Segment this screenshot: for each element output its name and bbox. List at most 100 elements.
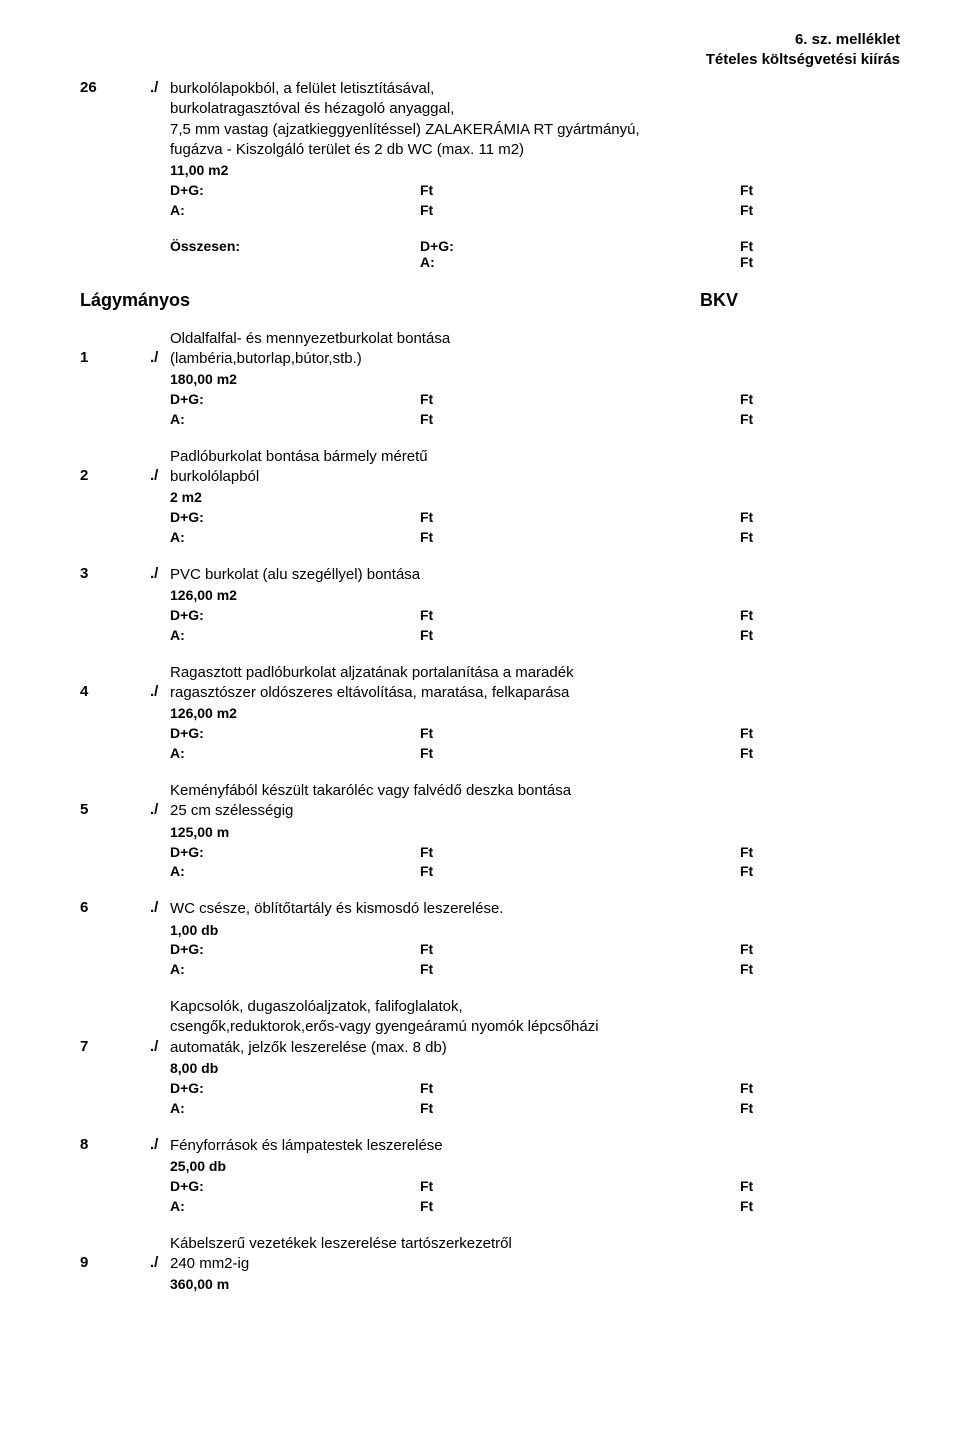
item-number: 5 [80, 801, 150, 818]
item-row: fugázva - Kiszolgáló terület és 2 db WC … [80, 140, 900, 160]
a-ft1: Ft [420, 1099, 740, 1118]
dg-ft1: Ft [420, 724, 740, 743]
a-label: A: [170, 528, 420, 547]
summary-dg-label: D+G: [420, 238, 740, 254]
dg-ft1: Ft [420, 940, 740, 959]
item-description: 240 mm2-ig [170, 1254, 900, 1274]
a-row: A: Ft Ft [170, 1099, 900, 1118]
item-slash: ./ [150, 565, 170, 582]
item-number: 3 [80, 565, 150, 582]
dg-row: D+G: Ft Ft [170, 390, 900, 409]
dg-ft2: Ft [740, 181, 753, 200]
a-label: A: [170, 960, 420, 979]
a-ft1: Ft [420, 1197, 740, 1216]
item-qty: 11,00 m2 [170, 161, 900, 180]
item-description: Padlóburkolat bontása bármely méretű [170, 447, 900, 467]
item-row: Keményfából készült takaróléc vagy falvé… [80, 781, 900, 801]
a-row: A: Ft Ft [170, 410, 900, 429]
dg-label: D+G: [170, 843, 420, 862]
dg-row: D+G: Ft Ft [170, 940, 900, 959]
list-item: Padlóburkolat bontása bármely méretű 2 .… [80, 447, 900, 547]
section-header: Lágymányos BKV [80, 290, 900, 311]
dg-label: D+G: [170, 940, 420, 959]
item-description: ragasztószer oldószeres eltávolítása, ma… [170, 683, 900, 703]
dg-ft2: Ft [740, 940, 753, 959]
a-ft2: Ft [740, 1197, 753, 1216]
list-item: Oldalfalfal- és mennyezetburkolat bontás… [80, 329, 900, 429]
dg-label: D+G: [170, 390, 420, 409]
summary-a-label: A: [420, 254, 740, 270]
list-item: 26 ./ burkolólapokból, a felület letiszt… [80, 79, 900, 220]
a-ft2: Ft [740, 862, 753, 881]
section-title-right: BKV [700, 290, 900, 311]
item-tail: 125,00 m D+G: Ft Ft A: Ft Ft [80, 822, 900, 882]
item-description: Kapcsolók, dugaszolóaljzatok, falifoglal… [170, 997, 900, 1017]
item-slash: ./ [150, 1136, 170, 1153]
item-number: 26 [80, 79, 150, 96]
a-row: A: Ft Ft [170, 1197, 900, 1216]
dg-ft1: Ft [420, 390, 740, 409]
a-row: A: Ft Ft [170, 528, 900, 547]
summary-a-ft: Ft [740, 254, 753, 270]
dg-row: D+G: Ft Ft [170, 181, 900, 200]
item-row: Ragasztott padlóburkolat aljzatának port… [80, 663, 900, 683]
page-header: 6. sz. melléklet Tételes költségvetési k… [80, 30, 900, 69]
dg-row: D+G: Ft Ft [170, 1079, 900, 1098]
item-row: 8 ./ Fényforrások és lámpatestek leszere… [80, 1136, 900, 1156]
section-title-left: Lágymányos [80, 290, 700, 311]
item-description: Keményfából készült takaróléc vagy falvé… [170, 781, 900, 801]
item-description: (lambéria,butorlap,bútor,stb.) [170, 349, 900, 369]
a-ft2: Ft [740, 960, 753, 979]
item-description: csengők,reduktorok,erős-vagy gyengeáramú… [170, 1017, 900, 1037]
item-slash: ./ [150, 1038, 170, 1055]
a-label: A: [170, 626, 420, 645]
header-line1: 6. sz. melléklet [80, 30, 900, 50]
dg-ft2: Ft [740, 390, 753, 409]
item-qty: 1,00 db [170, 921, 900, 940]
dg-label: D+G: [170, 508, 420, 527]
item-qty: 2 m2 [170, 488, 900, 507]
item-row: 5 ./ 25 cm szélességig [80, 801, 900, 821]
item-row: Kapcsolók, dugaszolóaljzatok, falifoglal… [80, 997, 900, 1017]
item-description: Fényforrások és lámpatestek leszerelése [170, 1136, 900, 1156]
a-ft2: Ft [740, 626, 753, 645]
item-qty: 25,00 db [170, 1157, 900, 1176]
header-line2: Tételes költségvetési kiírás [80, 50, 900, 70]
item-tail: 1,00 db D+G: Ft Ft A: Ft Ft [80, 920, 900, 980]
item-description: PVC burkolat (alu szegéllyel) bontása [170, 565, 900, 585]
summary-block: Összesen: D+G: Ft A: Ft [80, 238, 900, 270]
dg-ft1: Ft [420, 606, 740, 625]
a-label: A: [170, 1197, 420, 1216]
item-row: 26 ./ burkolólapokból, a felület letiszt… [80, 79, 900, 99]
dg-ft2: Ft [740, 843, 753, 862]
item-description: 25 cm szélességig [170, 801, 900, 821]
item-row: Oldalfalfal- és mennyezetburkolat bontás… [80, 329, 900, 349]
item-slash: ./ [150, 899, 170, 916]
a-row: A: Ft Ft [170, 744, 900, 763]
a-row: A: Ft Ft [170, 626, 900, 645]
list-item: Ragasztott padlóburkolat aljzatának port… [80, 663, 900, 763]
a-ft1: Ft [420, 744, 740, 763]
dg-ft2: Ft [740, 724, 753, 743]
item-slash: ./ [150, 801, 170, 818]
item-description: Kábelszerű vezetékek leszerelése tartósz… [170, 1234, 900, 1254]
a-label: A: [170, 410, 420, 429]
item-number: 8 [80, 1136, 150, 1153]
summary-label: Összesen: [170, 238, 420, 254]
item-qty: 180,00 m2 [170, 370, 900, 389]
item-description: burkolólapokból, a felület letisztításáv… [170, 79, 900, 99]
item-row: Kábelszerű vezetékek leszerelése tartósz… [80, 1234, 900, 1254]
dg-label: D+G: [170, 181, 420, 200]
a-row: A: Ft Ft [170, 960, 900, 979]
item-tail: 180,00 m2 D+G: Ft Ft A: Ft Ft [80, 369, 900, 429]
item-tail: 25,00 db D+G: Ft Ft A: Ft Ft [80, 1156, 900, 1216]
a-label: A: [170, 201, 420, 220]
item-row: 1 ./ (lambéria,butorlap,bútor,stb.) [80, 349, 900, 369]
dg-ft2: Ft [740, 606, 753, 625]
summary-dg-ft: Ft [740, 238, 753, 254]
a-label: A: [170, 1099, 420, 1118]
dg-row: D+G: Ft Ft [170, 843, 900, 862]
dg-row: D+G: Ft Ft [170, 1177, 900, 1196]
item-row: 6 ./ WC csésze, öblítőtartály és kismosd… [80, 899, 900, 919]
item-tail: 126,00 m2 D+G: Ft Ft A: Ft Ft [80, 585, 900, 645]
